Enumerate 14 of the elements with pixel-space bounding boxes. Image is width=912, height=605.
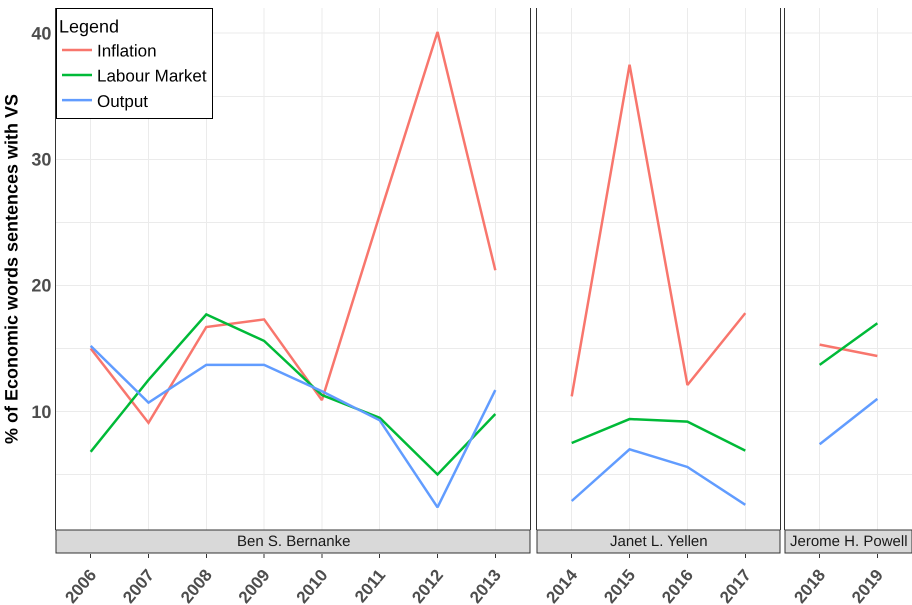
y-tick-label: 40 bbox=[31, 24, 52, 44]
line-series bbox=[89, 313, 497, 476]
text: Jerome H. Powell bbox=[790, 533, 908, 550]
text: Ben S. Bernanke bbox=[237, 533, 350, 550]
y-tick-label: 20 bbox=[31, 276, 52, 296]
legend-title: Legend bbox=[59, 16, 120, 36]
legend-label: Labour Market bbox=[97, 66, 207, 86]
legend-label: Inflation bbox=[97, 42, 157, 61]
y-tick-label: 30 bbox=[31, 150, 52, 170]
y-axis-title: % of Economic words sentences with VS bbox=[2, 94, 22, 444]
line-series bbox=[89, 344, 497, 509]
text: Janet L. Yellen bbox=[610, 533, 708, 550]
legend-label: Output bbox=[97, 92, 148, 111]
y-tick-label: 10 bbox=[31, 402, 52, 422]
